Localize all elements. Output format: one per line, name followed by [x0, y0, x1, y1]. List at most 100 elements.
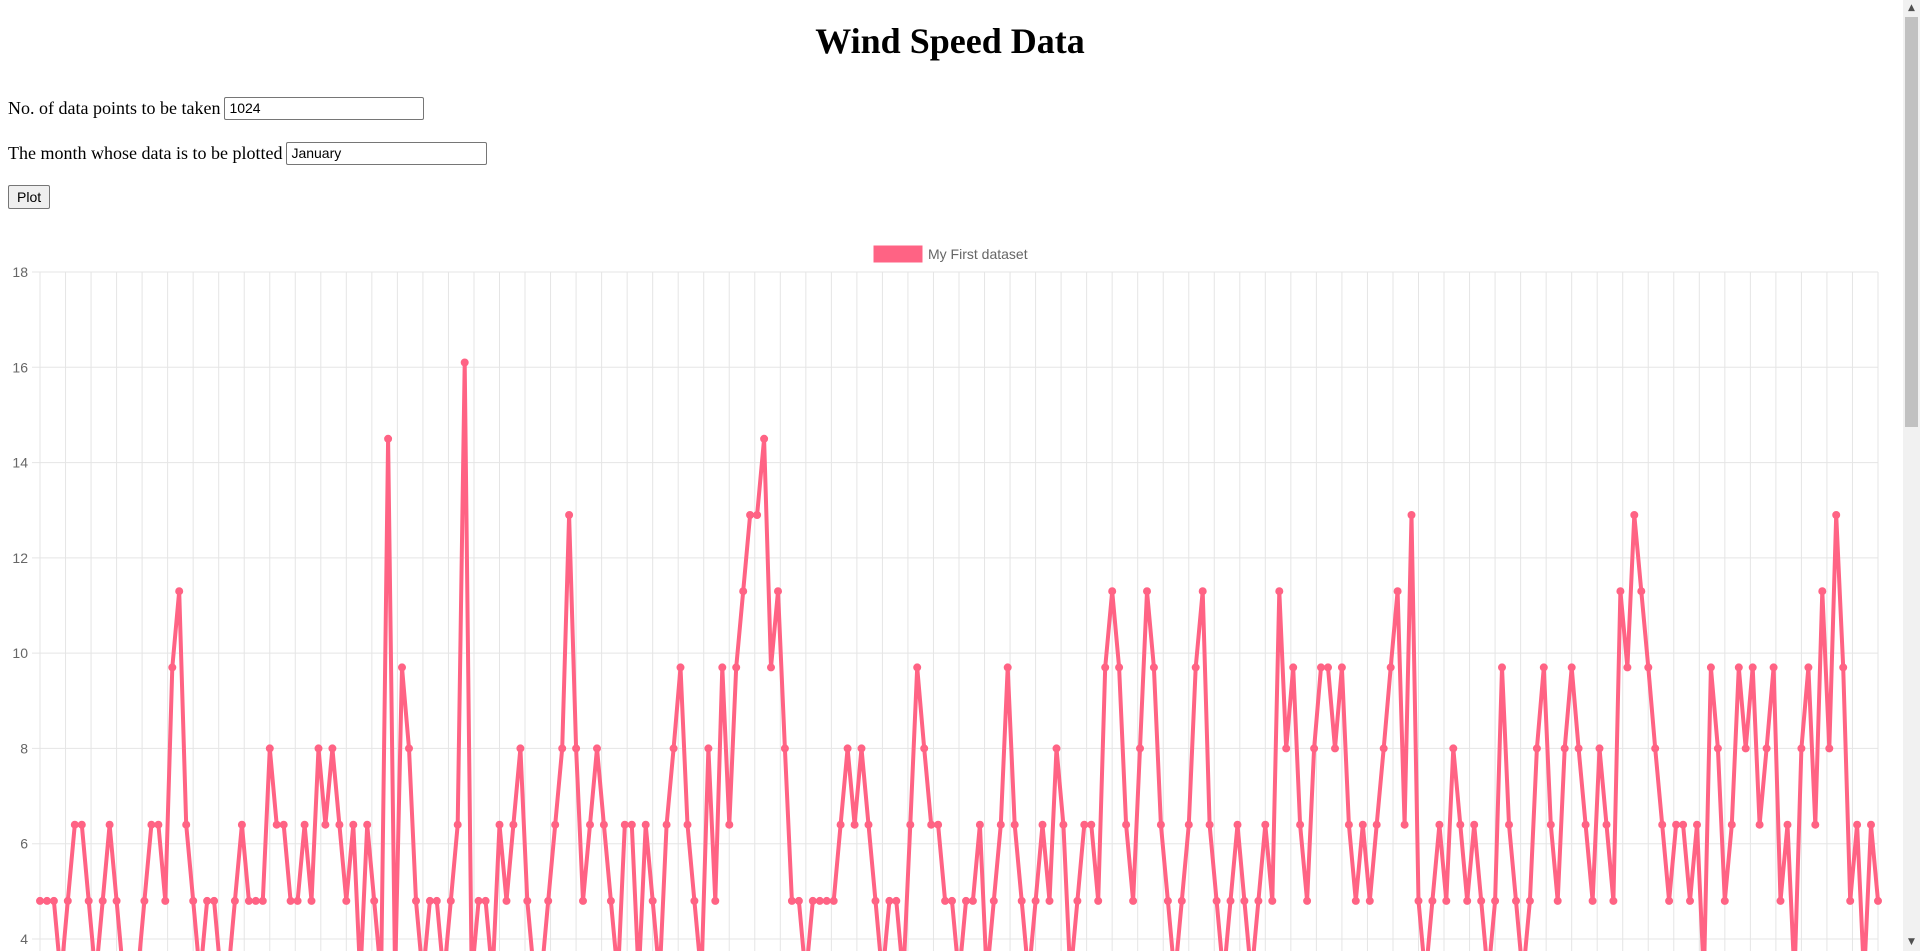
- data-point: [1574, 744, 1583, 753]
- data-point: [147, 820, 156, 829]
- data-point: [704, 744, 713, 753]
- y-tick-label: 12: [12, 550, 28, 566]
- data-point: [244, 896, 253, 905]
- data-point: [1379, 744, 1388, 753]
- data-point: [1818, 587, 1827, 596]
- data-point: [1609, 896, 1618, 905]
- data-point: [1846, 896, 1855, 905]
- data-point: [230, 896, 239, 905]
- data-point: [1177, 896, 1186, 905]
- data-point: [279, 820, 288, 829]
- data-point: [63, 896, 72, 905]
- data-point: [669, 744, 678, 753]
- data-point: [1254, 896, 1263, 905]
- data-point: [398, 663, 406, 672]
- data-point: [927, 820, 936, 829]
- points-row: No. of data points to be taken: [8, 96, 425, 120]
- data-point: [1512, 896, 1520, 905]
- data-point: [948, 896, 956, 905]
- data-point: [1874, 896, 1882, 905]
- data-point: [1505, 820, 1513, 829]
- data-point: [1477, 896, 1486, 905]
- data-point: [1010, 820, 1019, 829]
- data-point: [544, 896, 553, 905]
- data-point: [941, 896, 950, 905]
- data-point: [711, 896, 720, 905]
- data-point: [1679, 820, 1688, 829]
- y-tick-label: 18: [12, 264, 28, 280]
- scroll-up-arrow-icon[interactable]: ▲: [1908, 3, 1915, 13]
- data-point: [272, 820, 281, 829]
- data-point: [405, 744, 413, 753]
- data-point: [1115, 663, 1124, 672]
- data-point: [551, 820, 560, 829]
- data-point: [1059, 820, 1068, 829]
- data-point: [1289, 663, 1298, 672]
- data-point: [599, 820, 608, 829]
- data-point: [1331, 744, 1339, 753]
- data-point: [412, 896, 420, 905]
- scroll-thumb[interactable]: [1905, 17, 1918, 427]
- data-point: [586, 820, 594, 829]
- data-point: [641, 820, 650, 829]
- data-point: [425, 896, 434, 905]
- data-point: [1783, 820, 1792, 829]
- data-point: [1463, 896, 1472, 905]
- data-point: [579, 896, 587, 905]
- wind-speed-chart: 18 16 14 12 10 8 6 4 My First dataset: [12, 245, 1882, 951]
- data-point: [1324, 663, 1332, 672]
- data-point: [1839, 663, 1848, 672]
- data-point: [1672, 820, 1681, 829]
- data-point: [1205, 820, 1214, 829]
- data-point: [203, 896, 212, 905]
- data-point: [857, 744, 866, 753]
- data-point: [1644, 663, 1653, 672]
- plot-button[interactable]: Plot: [8, 185, 51, 209]
- month-input[interactable]: [286, 141, 488, 165]
- data-point: [1588, 896, 1597, 905]
- data-point: [265, 744, 274, 753]
- data-point: [509, 820, 518, 829]
- data-point: [1713, 744, 1722, 753]
- data-point: [474, 896, 483, 905]
- data-point: [84, 896, 93, 905]
- data-point: [1407, 511, 1416, 519]
- data-point: [154, 820, 163, 829]
- data-point: [1136, 744, 1144, 753]
- data-point: [293, 896, 302, 905]
- data-point: [210, 896, 219, 905]
- data-point: [572, 744, 581, 753]
- series-my-first-dataset: [36, 358, 1882, 951]
- scroll-down-arrow-icon[interactable]: ▼: [1908, 937, 1915, 947]
- data-point: [1456, 820, 1465, 829]
- data-point: [1268, 896, 1277, 905]
- chart-legend[interactable]: My First dataset: [873, 245, 1028, 263]
- data-point: [523, 896, 532, 905]
- data-point: [300, 820, 309, 829]
- data-point: [1087, 820, 1096, 829]
- data-point: [1017, 896, 1026, 905]
- data-point: [808, 896, 817, 905]
- data-point: [718, 663, 727, 672]
- data-point: [1358, 820, 1367, 829]
- data-point: [1296, 820, 1305, 829]
- points-input[interactable]: [224, 96, 425, 120]
- page-title: Wind Speed Data: [815, 21, 1085, 61]
- data-point: [1797, 744, 1806, 753]
- data-point: [314, 744, 323, 753]
- data-point: [1623, 663, 1632, 672]
- data-point: [1386, 663, 1395, 672]
- y-tick-label: 4: [20, 931, 28, 947]
- data-point: [98, 896, 107, 905]
- data-point: [1741, 744, 1750, 753]
- data-point: [815, 896, 824, 905]
- data-point: [1031, 896, 1040, 905]
- vertical-scrollbar[interactable]: ▲ ▼: [1903, 0, 1920, 951]
- data-point: [1094, 896, 1103, 905]
- data-point: [112, 896, 121, 905]
- data-point: [453, 820, 462, 829]
- data-point: [794, 896, 803, 905]
- data-point: [822, 896, 831, 905]
- month-row: The month whose data is to be plotted: [8, 141, 488, 165]
- data-point: [606, 896, 615, 905]
